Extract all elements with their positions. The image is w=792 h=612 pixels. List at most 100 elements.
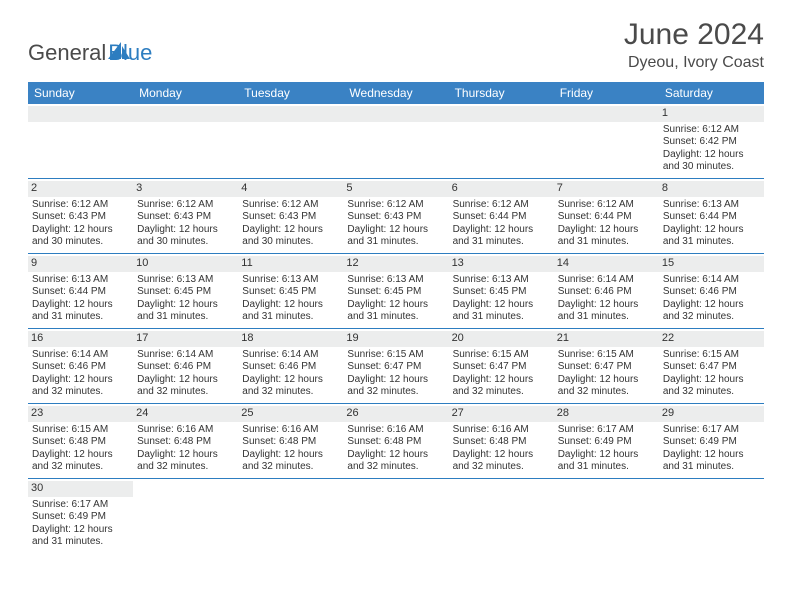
day-number: 5	[343, 181, 448, 197]
day-number: 1	[659, 106, 764, 122]
daylight-line: Daylight: 12 hours and 30 minutes.	[663, 149, 760, 174]
day-cell: 13Sunrise: 6:13 AMSunset: 6:45 PMDayligh…	[449, 254, 554, 328]
day-number: 19	[343, 331, 448, 347]
sunset-line: Sunset: 6:49 PM	[663, 436, 760, 449]
day-cell: 21Sunrise: 6:15 AMSunset: 6:47 PMDayligh…	[554, 329, 659, 403]
sunrise-line: Sunrise: 6:17 AM	[663, 424, 760, 437]
daylight-line: Daylight: 12 hours and 31 minutes.	[558, 224, 655, 249]
day-cell: 25Sunrise: 6:16 AMSunset: 6:48 PMDayligh…	[238, 404, 343, 478]
sunset-line: Sunset: 6:44 PM	[558, 211, 655, 224]
sunrise-line: Sunrise: 6:14 AM	[663, 274, 760, 287]
daylight-line: Daylight: 12 hours and 30 minutes.	[32, 224, 129, 249]
week-row: 23Sunrise: 6:15 AMSunset: 6:48 PMDayligh…	[28, 404, 764, 479]
sunset-line: Sunset: 6:48 PM	[32, 436, 129, 449]
day-number: 11	[238, 256, 343, 272]
day-cell: 2 Sunrise: 6:12 AMSunset: 6:43 PMDaylight…	[28, 179, 133, 253]
day-number: 21	[554, 331, 659, 347]
empty-cell	[554, 104, 659, 178]
sunrise-line: Sunrise: 6:15 AM	[32, 424, 129, 437]
sunrise-line: Sunrise: 6:12 AM	[32, 199, 129, 212]
month-title: June 2024	[624, 18, 764, 52]
daylight-line: Daylight: 12 hours and 32 minutes.	[347, 374, 444, 399]
sunrise-line: Sunrise: 6:13 AM	[137, 274, 234, 287]
daylight-line: Daylight: 12 hours and 32 minutes.	[137, 449, 234, 474]
empty-daynum-band	[133, 106, 238, 122]
week-row: 1Sunrise: 6:12 AMSunset: 6:42 PMDaylight…	[28, 104, 764, 179]
daylight-line: Daylight: 12 hours and 32 minutes.	[347, 449, 444, 474]
sunrise-line: Sunrise: 6:17 AM	[32, 499, 129, 512]
day-number: 20	[449, 331, 554, 347]
empty-cell	[238, 104, 343, 178]
daylight-line: Daylight: 12 hours and 32 minutes.	[137, 374, 234, 399]
sunset-line: Sunset: 6:43 PM	[32, 211, 129, 224]
empty-cell	[133, 479, 238, 553]
sunset-line: Sunset: 6:48 PM	[137, 436, 234, 449]
sunrise-line: Sunrise: 6:14 AM	[32, 349, 129, 362]
day-cell: 15Sunrise: 6:14 AMSunset: 6:46 PMDayligh…	[659, 254, 764, 328]
empty-cell	[28, 104, 133, 178]
daylight-line: Daylight: 12 hours and 31 minutes.	[663, 449, 760, 474]
sunset-line: Sunset: 6:45 PM	[137, 286, 234, 299]
day-number: 30	[28, 481, 133, 497]
sunset-line: Sunset: 6:48 PM	[347, 436, 444, 449]
day-cell: 28Sunrise: 6:17 AMSunset: 6:49 PMDayligh…	[554, 404, 659, 478]
daylight-line: Daylight: 12 hours and 32 minutes.	[663, 299, 760, 324]
logo-text-1: General	[28, 40, 106, 66]
day-number: 13	[449, 256, 554, 272]
sunset-line: Sunset: 6:43 PM	[137, 211, 234, 224]
sunrise-line: Sunrise: 6:16 AM	[242, 424, 339, 437]
sunset-line: Sunset: 6:47 PM	[558, 361, 655, 374]
sunrise-line: Sunrise: 6:16 AM	[347, 424, 444, 437]
day-number: 2	[28, 181, 133, 197]
day-cell: 12Sunrise: 6:13 AMSunset: 6:45 PMDayligh…	[343, 254, 448, 328]
daylight-line: Daylight: 12 hours and 31 minutes.	[453, 299, 550, 324]
day-number: 29	[659, 406, 764, 422]
weekday-label: Friday	[554, 82, 659, 104]
sunrise-line: Sunrise: 6:13 AM	[32, 274, 129, 287]
sunset-line: Sunset: 6:44 PM	[32, 286, 129, 299]
day-number: 10	[133, 256, 238, 272]
day-cell: 3Sunrise: 6:12 AMSunset: 6:43 PMDaylight…	[133, 179, 238, 253]
sunrise-line: Sunrise: 6:14 AM	[558, 274, 655, 287]
sunset-line: Sunset: 6:45 PM	[347, 286, 444, 299]
day-cell: 19Sunrise: 6:15 AMSunset: 6:47 PMDayligh…	[343, 329, 448, 403]
sunrise-line: Sunrise: 6:17 AM	[558, 424, 655, 437]
logo: General Blue	[28, 18, 152, 66]
day-number: 9	[28, 256, 133, 272]
sunrise-line: Sunrise: 6:15 AM	[453, 349, 550, 362]
empty-daynum-band	[449, 106, 554, 122]
empty-daynum-band	[28, 106, 133, 122]
empty-cell	[133, 104, 238, 178]
day-number: 18	[238, 331, 343, 347]
weeks: 1Sunrise: 6:12 AMSunset: 6:42 PMDaylight…	[28, 104, 764, 553]
sunset-line: Sunset: 6:43 PM	[242, 211, 339, 224]
day-number: 6	[449, 181, 554, 197]
sunrise-line: Sunrise: 6:12 AM	[137, 199, 234, 212]
sunrise-line: Sunrise: 6:12 AM	[347, 199, 444, 212]
day-cell: 20Sunrise: 6:15 AMSunset: 6:47 PMDayligh…	[449, 329, 554, 403]
sunset-line: Sunset: 6:44 PM	[663, 211, 760, 224]
logo-text-2: Blue	[108, 26, 152, 66]
sunrise-line: Sunrise: 6:16 AM	[137, 424, 234, 437]
weekday-label: Thursday	[449, 82, 554, 104]
daylight-line: Daylight: 12 hours and 32 minutes.	[453, 374, 550, 399]
sunrise-line: Sunrise: 6:13 AM	[347, 274, 444, 287]
day-cell: 24Sunrise: 6:16 AMSunset: 6:48 PMDayligh…	[133, 404, 238, 478]
sunset-line: Sunset: 6:46 PM	[242, 361, 339, 374]
sunset-line: Sunset: 6:42 PM	[663, 136, 760, 149]
sunrise-line: Sunrise: 6:12 AM	[453, 199, 550, 212]
calendar: SundayMondayTuesdayWednesdayThursdayFrid…	[28, 82, 764, 553]
empty-cell	[238, 479, 343, 553]
day-cell: 22Sunrise: 6:15 AMSunset: 6:47 PMDayligh…	[659, 329, 764, 403]
daylight-line: Daylight: 12 hours and 32 minutes.	[32, 449, 129, 474]
header: General Blue June 2024 Dyeou, Ivory Coas…	[28, 18, 764, 72]
daylight-line: Daylight: 12 hours and 31 minutes.	[663, 224, 760, 249]
day-number: 16	[28, 331, 133, 347]
day-number: 26	[343, 406, 448, 422]
daylight-line: Daylight: 12 hours and 32 minutes.	[558, 374, 655, 399]
day-cell: 18Sunrise: 6:14 AMSunset: 6:46 PMDayligh…	[238, 329, 343, 403]
day-number: 22	[659, 331, 764, 347]
day-cell: 27Sunrise: 6:16 AMSunset: 6:48 PMDayligh…	[449, 404, 554, 478]
sunset-line: Sunset: 6:46 PM	[32, 361, 129, 374]
day-number: 4	[238, 181, 343, 197]
